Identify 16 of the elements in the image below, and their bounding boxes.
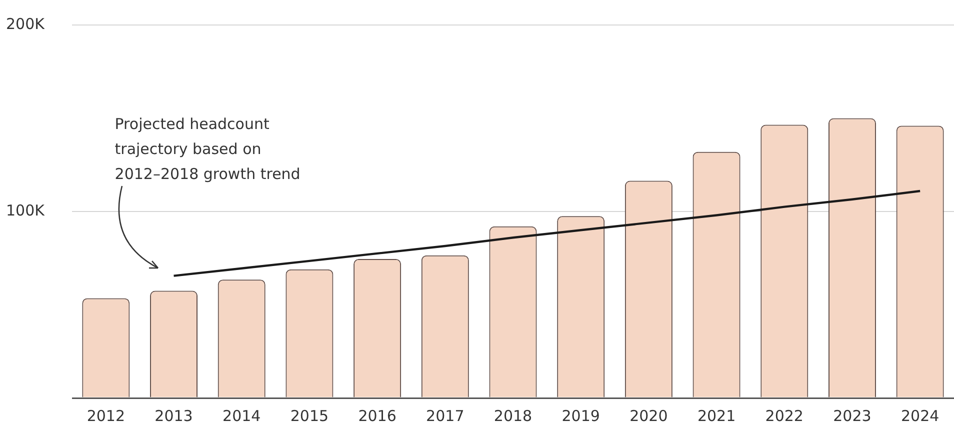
x-tick-label: 2023	[833, 406, 872, 425]
x-tick-label: 2016	[358, 406, 396, 425]
x-tick-label: 2014	[222, 406, 261, 425]
y-tick-label: 100K	[6, 201, 46, 220]
x-tick-label: 2024	[900, 406, 940, 425]
annotation: Projected headcount trajectory based on 2012–2018 growth trend	[114, 114, 300, 183]
x-tick-label: 2019	[562, 406, 600, 425]
x-tick-label: 2022	[765, 406, 804, 425]
x-tick-label: 2018	[494, 406, 532, 425]
x-tick-label: 2012	[86, 406, 126, 425]
x-tick-label: 2013	[154, 406, 193, 425]
y-tick-label: 200K	[6, 14, 46, 33]
x-tick-label: 2021	[697, 406, 736, 425]
x-tick-label: 2020	[630, 406, 668, 425]
x-tick-label: 2017	[426, 406, 464, 425]
x-tick-label: 2015	[290, 406, 329, 425]
